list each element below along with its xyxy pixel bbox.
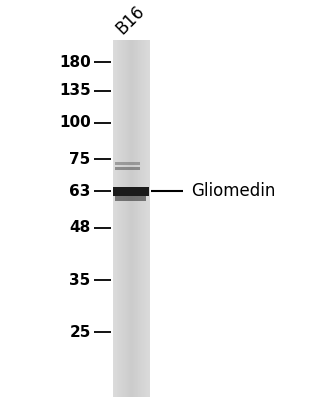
Bar: [149, 40, 150, 397]
Bar: [119, 40, 121, 397]
Bar: [125, 40, 126, 397]
Bar: [114, 40, 115, 397]
Text: B16: B16: [113, 2, 149, 38]
Bar: [126, 40, 127, 397]
Bar: [133, 40, 134, 397]
Bar: [113, 40, 114, 397]
Bar: [130, 40, 132, 397]
Bar: [139, 40, 140, 397]
Text: 180: 180: [59, 55, 91, 70]
Bar: [128, 40, 130, 397]
Text: 135: 135: [59, 83, 91, 98]
Bar: [132, 40, 133, 397]
Bar: [116, 40, 118, 397]
Bar: [140, 40, 142, 397]
Bar: [121, 40, 122, 397]
Bar: [144, 40, 145, 397]
Bar: [131, 40, 132, 397]
Bar: [142, 40, 143, 397]
Text: Gliomedin: Gliomedin: [191, 183, 275, 200]
Bar: [127, 40, 128, 397]
Bar: [116, 40, 117, 397]
Bar: [145, 40, 146, 397]
Bar: [115, 167, 140, 170]
Bar: [138, 40, 139, 397]
Bar: [117, 40, 119, 397]
Bar: [129, 40, 131, 397]
Bar: [128, 40, 129, 397]
Bar: [137, 40, 138, 397]
Text: 35: 35: [69, 272, 91, 288]
Bar: [139, 40, 141, 397]
Bar: [147, 40, 148, 397]
Bar: [115, 196, 146, 201]
Bar: [113, 187, 149, 196]
Bar: [122, 40, 123, 397]
Text: 75: 75: [69, 152, 91, 167]
Bar: [120, 40, 121, 397]
Bar: [124, 40, 125, 397]
Text: 63: 63: [69, 184, 91, 199]
Bar: [118, 40, 120, 397]
Bar: [123, 40, 124, 397]
Text: 25: 25: [69, 325, 91, 340]
Bar: [146, 40, 147, 397]
Bar: [115, 162, 140, 166]
Bar: [135, 40, 136, 397]
Text: 48: 48: [69, 220, 91, 235]
Text: 100: 100: [59, 115, 91, 131]
Bar: [148, 40, 149, 397]
Bar: [143, 40, 144, 397]
Bar: [141, 40, 142, 397]
Bar: [115, 40, 116, 397]
Bar: [136, 40, 137, 397]
Bar: [134, 40, 135, 397]
